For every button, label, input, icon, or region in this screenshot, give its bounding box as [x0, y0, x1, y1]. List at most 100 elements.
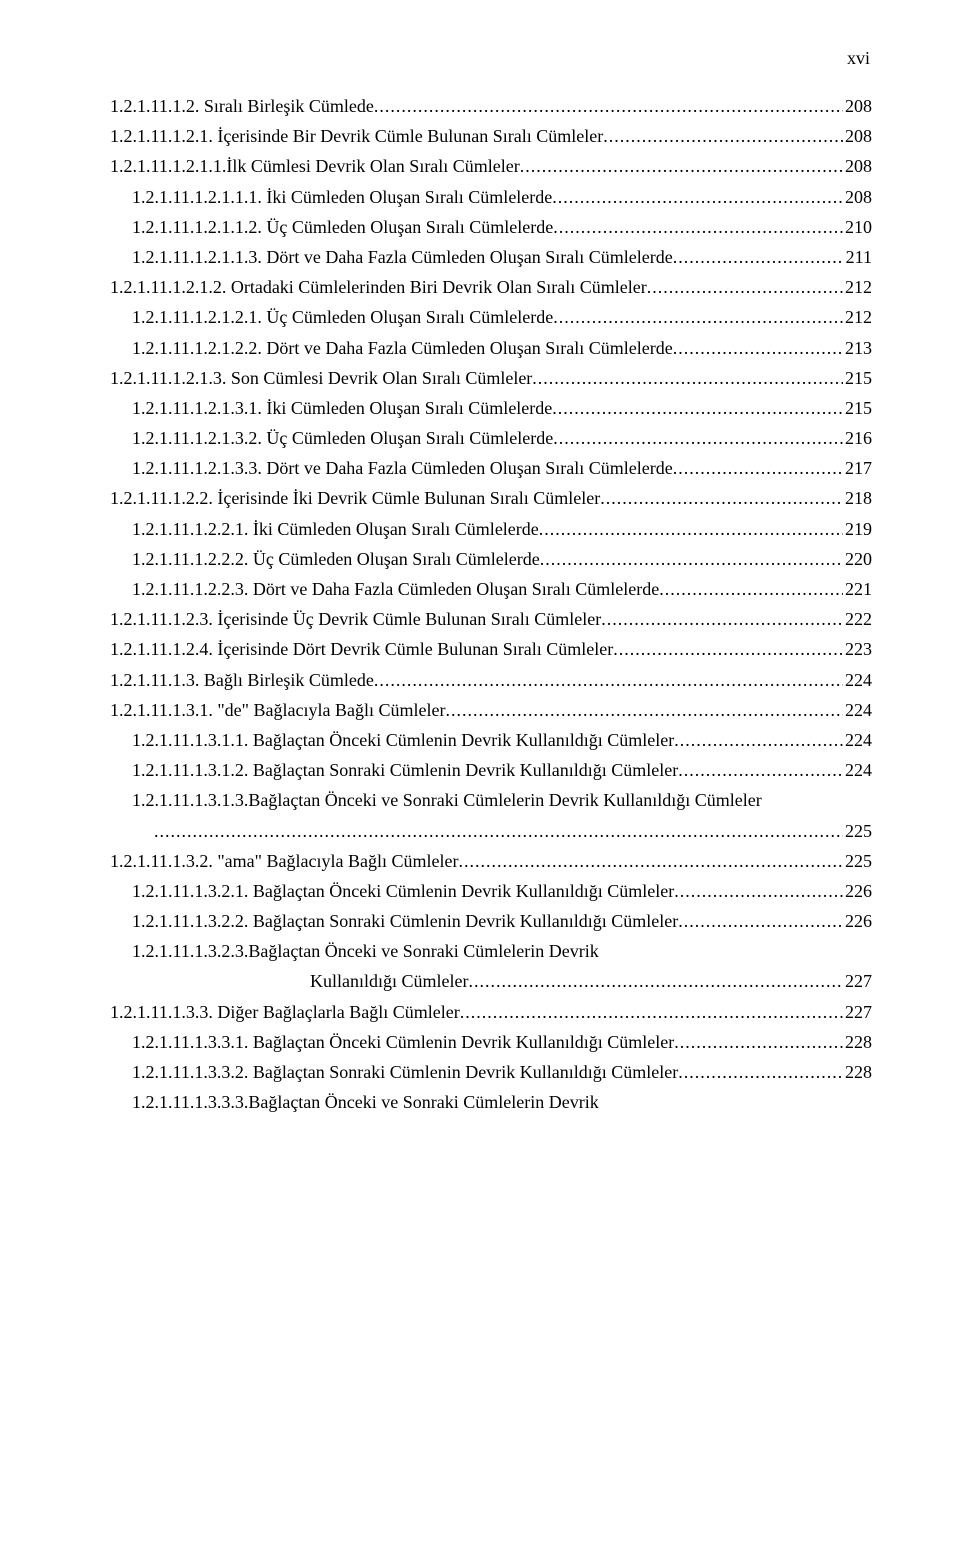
toc-entry: 1.2.1.11.1.3. Bağlı Birleşik Cümlede224	[110, 671, 872, 689]
toc-continuation: 225	[110, 822, 872, 840]
toc-label: 1.2.1.11.1.2.2.2. Üç Cümleden Oluşan Sır…	[132, 550, 540, 568]
leader-dots	[678, 1063, 843, 1081]
table-of-contents: 1.2.1.11.1.2. Sıralı Birleşik Cümlede208…	[110, 97, 872, 1111]
toc-label: 1.2.1.11.1.2.1.1.2. Üç Cümleden Oluşan S…	[132, 218, 553, 236]
leader-dots	[674, 882, 843, 900]
toc-page: 227	[843, 1003, 872, 1021]
leader-dots	[458, 852, 843, 870]
toc-entry: 1.2.1.11.1.2.1.3.2. Üç Cümleden Oluşan S…	[110, 429, 872, 447]
leader-dots	[601, 610, 843, 628]
toc-entry: 1.2.1.11.1.3.1. "de" Bağlacıyla Bağlı Cü…	[110, 701, 872, 719]
leader-dots	[532, 369, 843, 387]
toc-page: 215	[843, 399, 872, 417]
leader-dots	[468, 972, 843, 990]
toc-entry: 1.2.1.11.1.3.1.2. Bağlaçtan Sonraki Cüml…	[110, 761, 872, 779]
toc-label: 1.2.1.11.1.2.3. İçerisinde Üç Devrik Cüm…	[110, 610, 601, 628]
toc-page: 225	[843, 822, 872, 840]
toc-page: 215	[843, 369, 872, 387]
toc-label: 1.2.1.11.1.2.1.2. Ortadaki Cümlelerinden…	[110, 278, 647, 296]
toc-page: 212	[843, 308, 872, 326]
toc-label: 1.2.1.11.1.2.1.3.2. Üç Cümleden Oluşan S…	[132, 429, 553, 447]
toc-page: 212	[843, 278, 872, 296]
leader-dots	[154, 822, 843, 840]
leader-dots	[674, 1033, 843, 1051]
leader-dots	[673, 459, 843, 477]
leader-dots	[553, 308, 843, 326]
toc-page: 224	[843, 761, 872, 779]
toc-page: 224	[843, 731, 872, 749]
toc-entry: 1.2.1.11.1.2.1.3.3. Dört ve Daha Fazla C…	[110, 459, 872, 477]
toc-entry: 1.2.1.11.1.2.1.2. Ortadaki Cümlelerinden…	[110, 278, 872, 296]
toc-label: 1.2.1.11.1.3.3.3.Bağlaçtan Önceki ve Son…	[132, 1093, 599, 1111]
toc-page: 213	[843, 339, 872, 357]
toc-entry: 1.2.1.11.1.3.2. "ama" Bağlacıyla Bağlı C…	[110, 852, 872, 870]
leader-dots	[673, 339, 843, 357]
toc-label: 1.2.1.11.1.2.1.3. Son Cümlesi Devrik Ola…	[110, 369, 532, 387]
toc-entry: 1.2.1.11.1.2.1.3.1. İki Cümleden Oluşan …	[110, 399, 872, 417]
toc-label: 1.2.1.11.1.3.3.2. Bağlaçtan Sonraki Cüml…	[132, 1063, 678, 1081]
toc-label: 1.2.1.11.1.3.2. "ama" Bağlacıyla Bağlı C…	[110, 852, 458, 870]
toc-page: 222	[843, 610, 872, 628]
toc-entry: 1.2.1.11.1.2.1.1.3. Dört ve Daha Fazla C…	[110, 248, 872, 266]
toc-entry: 1.2.1.11.1.3.3. Diğer Bağlaçlarla Bağlı …	[110, 1003, 872, 1021]
toc-page: 223	[843, 640, 872, 658]
toc-entry: Kullanıldığı Cümleler227	[110, 972, 872, 990]
toc-label: 1.2.1.11.1.3.3. Diğer Bağlaçlarla Bağlı …	[110, 1003, 460, 1021]
toc-entry: 1.2.1.11.1.2.1.2.1. Üç Cümleden Oluşan S…	[110, 308, 872, 326]
toc-entry: 1.2.1.11.1.2.1.2.2. Dört ve Daha Fazla C…	[110, 339, 872, 357]
toc-label: 1.2.1.11.1.2.1.1.3. Dört ve Daha Fazla C…	[132, 248, 673, 266]
leader-dots	[374, 671, 843, 689]
toc-entry: 1.2.1.11.1.2.1. İçerisinde Bir Devrik Cü…	[110, 127, 872, 145]
leader-dots	[603, 127, 843, 145]
toc-page: 208	[843, 97, 872, 115]
toc-page: 217	[843, 459, 872, 477]
toc-page: 218	[843, 489, 872, 507]
page-number: xvi	[110, 48, 872, 69]
leader-dots	[552, 188, 843, 206]
leader-dots	[460, 1003, 843, 1021]
toc-page: 224	[843, 701, 872, 719]
toc-page: 211	[844, 248, 872, 266]
leader-dots	[539, 520, 843, 538]
leader-dots	[659, 580, 843, 598]
toc-page: 221	[843, 580, 872, 598]
leader-dots	[678, 761, 843, 779]
toc-entry: 1.2.1.11.1.2.2.3. Dört ve Daha Fazla Cüm…	[110, 580, 872, 598]
leader-dots	[553, 218, 843, 236]
toc-label: 1.2.1.11.1.2.1.3.1. İki Cümleden Oluşan …	[132, 399, 552, 417]
toc-page: 208	[843, 127, 872, 145]
toc-label: 1.2.1.11.1.3.1.3.Bağlaçtan Önceki ve Son…	[132, 791, 762, 809]
toc-label: 1.2.1.11.1.3.2.2. Bağlaçtan Sonraki Cüml…	[132, 912, 678, 930]
leader-dots	[647, 278, 843, 296]
toc-label: 1.2.1.11.1.2.1.3.3. Dört ve Daha Fazla C…	[132, 459, 673, 477]
toc-page: 227	[843, 972, 872, 990]
toc-entry: 1.2.1.11.1.2.1.1.1. İki Cümleden Oluşan …	[110, 188, 872, 206]
leader-dots	[552, 399, 843, 417]
toc-label: 1.2.1.11.1.3.2.1. Bağlaçtan Önceki Cümle…	[132, 882, 674, 900]
toc-entry: 1.2.1.11.1.2.2.1. İki Cümleden Oluşan Sı…	[110, 520, 872, 538]
toc-entry: 1.2.1.11.1.2.1.1.2. Üç Cümleden Oluşan S…	[110, 218, 872, 236]
leader-dots	[374, 97, 843, 115]
leader-dots	[673, 248, 844, 266]
toc-entry: 1.2.1.11.1.3.2.2. Bağlaçtan Sonraki Cüml…	[110, 912, 872, 930]
leader-dots	[674, 731, 843, 749]
toc-label: 1.2.1.11.1.2.1.1.İlk Cümlesi Devrik Olan…	[110, 157, 520, 175]
toc-page: 216	[843, 429, 872, 447]
leader-dots	[540, 550, 843, 568]
toc-entry: 1.2.1.11.1.3.2.3.Bağlaçtan Önceki ve Son…	[110, 942, 872, 960]
leader-dots	[600, 489, 843, 507]
toc-page: 226	[843, 912, 872, 930]
toc-entry: 1.2.1.11.1.2.4. İçerisinde Dört Devrik C…	[110, 640, 872, 658]
leader-dots	[553, 429, 843, 447]
toc-page: 208	[843, 157, 872, 175]
toc-page: 208	[843, 188, 872, 206]
toc-entry: 1.2.1.11.1.2.2.2. Üç Cümleden Oluşan Sır…	[110, 550, 872, 568]
toc-entry: 1.2.1.11.1.2.1.3. Son Cümlesi Devrik Ola…	[110, 369, 872, 387]
toc-label: 1.2.1.11.1.2.1.1.1. İki Cümleden Oluşan …	[132, 188, 552, 206]
toc-entry: 1.2.1.11.1.3.1.1. Bağlaçtan Önceki Cümle…	[110, 731, 872, 749]
toc-page: 225	[843, 852, 872, 870]
toc-label: 1.2.1.11.1.2.1.2.1. Üç Cümleden Oluşan S…	[132, 308, 553, 326]
leader-dots	[613, 640, 843, 658]
toc-entry: 1.2.1.11.1.3.1.3.Bağlaçtan Önceki ve Son…	[110, 791, 872, 809]
toc-label: 1.2.1.11.1.2.2. İçerisinde İki Devrik Cü…	[110, 489, 600, 507]
